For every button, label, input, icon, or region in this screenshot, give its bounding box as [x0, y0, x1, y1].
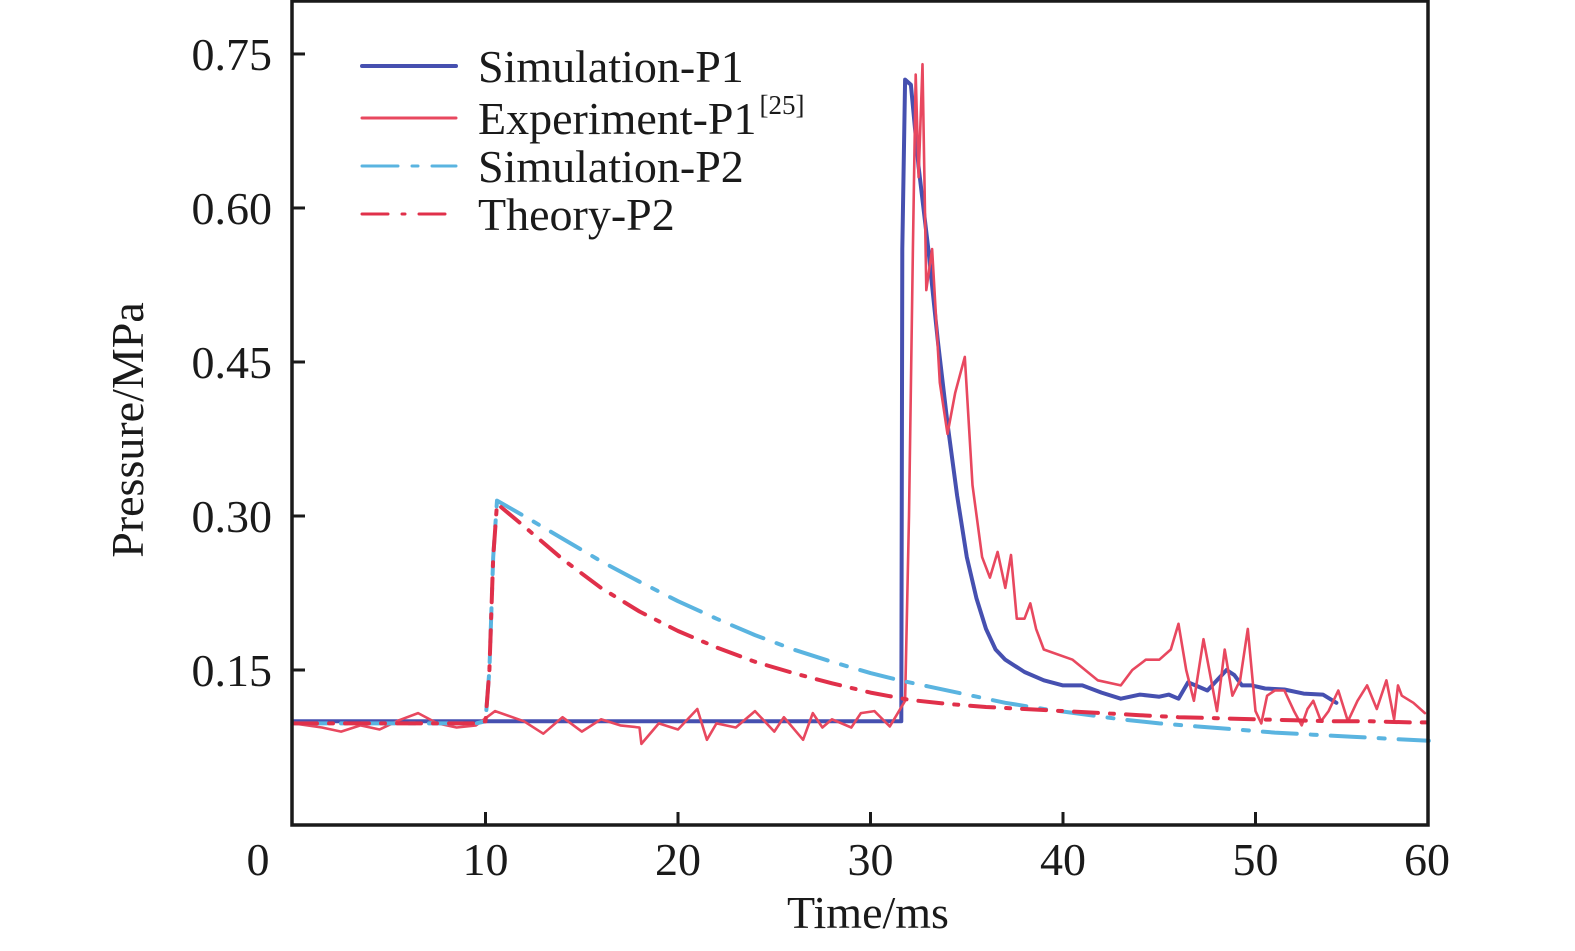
x-axis: 0 10 20 30 40 50 60: [247, 812, 1450, 885]
x-tick-label: 60: [1404, 834, 1450, 885]
legend-citation-superscript: [25]: [760, 90, 805, 120]
x-tick-label: 30: [848, 834, 894, 885]
series-line-experiment-p1: [291, 62, 1427, 746]
y-axis: 0.15 0.30 0.45 0.60 0.75: [192, 29, 305, 696]
x-tick-label: 20: [655, 834, 701, 885]
legend-label: Experiment-P1: [478, 93, 757, 144]
plot-frame: [290, 0, 1430, 827]
y-tick-label: 0.60: [192, 183, 273, 234]
y-tick-label: 0.30: [192, 491, 273, 542]
series-line-theory-p2: [291, 501, 1431, 726]
legend-item: Experiment-P1 [25]: [360, 90, 805, 144]
x-tick-label: 40: [1040, 834, 1086, 885]
y-tick-label: 0.75: [192, 29, 273, 80]
x-tick-label: 50: [1233, 834, 1279, 885]
plot-series-group: [291, 62, 1431, 746]
y-tick-label: 0.45: [192, 337, 273, 388]
y-axis-title: Pressure/MPa: [102, 302, 153, 558]
x-axis-title: Time/ms: [787, 887, 949, 938]
series-line-simulation-p2: [291, 498, 1431, 743]
x-tick-label: 0: [247, 834, 270, 885]
legend-label: Simulation-P1: [478, 41, 744, 92]
legend-item: Simulation-P1: [360, 41, 744, 92]
legend-item: Simulation-P2: [360, 141, 744, 192]
y-tick-label: 0.15: [192, 645, 273, 696]
x-tick-label: 10: [463, 834, 509, 885]
legend-item: Theory-P2: [360, 189, 675, 240]
legend-label: Theory-P2: [478, 189, 675, 240]
legend-label: Simulation-P2: [478, 141, 744, 192]
